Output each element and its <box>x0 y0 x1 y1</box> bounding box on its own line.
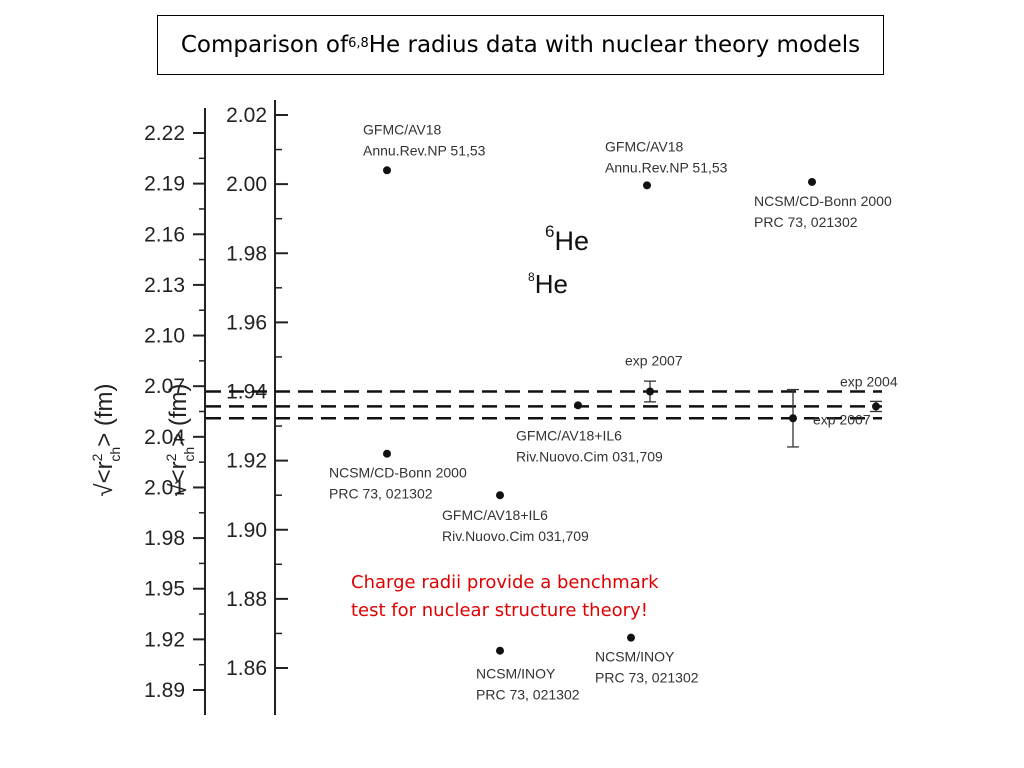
outer-y-axis-label-sub: ch <box>107 447 123 462</box>
outer-tick-label: 2.16 <box>144 223 185 246</box>
point-label-line-1: NCSM/CD-Bonn 2000 <box>754 193 892 209</box>
inner-tick-label: 1.98 <box>226 242 267 265</box>
outer-tick-label: 2.22 <box>144 122 185 145</box>
point-label-line-2: Annu.Rev.NP 51,53 <box>605 159 728 175</box>
title-suffix: He radius data with nuclear theory model… <box>368 32 861 58</box>
point-label-line-2: PRC 73, 021302 <box>329 486 433 502</box>
he8-symbol: He <box>535 269 568 299</box>
inner-y-axis-label-sub: ch <box>181 447 197 462</box>
inner-tick-label: 1.86 <box>226 657 267 680</box>
note-line-2: test for nuclear structure theory! <box>351 600 648 621</box>
reference-lines <box>206 390 882 420</box>
inner-y-axis-label-sup: 2 <box>163 453 179 461</box>
outer-y-axis-label-sup: 2 <box>89 453 105 461</box>
note-line-1: Charge radii provide a benchmark <box>351 572 659 593</box>
axes-group: 2.22 2.19 2.16 2.13 2.10 2.07 2.04 2.01 1.98 1.95… <box>89 100 288 715</box>
outer-y-axis-label-end: > (fm) <box>91 383 118 446</box>
he6-symbol: He <box>554 226 589 256</box>
outer-tick-label: 2.10 <box>144 325 185 348</box>
point-label-line-1: NCSM/CD-Bonn 2000 <box>329 465 467 481</box>
inner-y-axis-label-end: > (fm) <box>165 383 192 446</box>
slide-title: Comparison of 6,8 He radius data with nuc… <box>157 15 884 75</box>
outer-tick-label: 2.13 <box>144 274 185 297</box>
inner-tick-label: 2.00 <box>226 173 267 196</box>
title-superscript: 6,8 <box>348 35 369 51</box>
outer-tick-label: 2.19 <box>144 173 185 196</box>
point-label-line-1: GFMC/AV18+IL6 <box>516 427 622 443</box>
inner-tick-label: 1.90 <box>226 519 267 542</box>
he8-mass: 8 <box>528 270 535 284</box>
outer-tick-label: 2.07 <box>144 375 185 398</box>
data-point <box>496 491 504 500</box>
point-label-line-2: PRC 73, 021302 <box>754 214 858 230</box>
inner-y-axis-label: √<r2 ch> (fm) <box>163 383 197 496</box>
outer-y-axis-label: √<r2 ch> (fm) <box>89 383 123 496</box>
point-label-line-2: PRC 73, 021302 <box>476 687 580 703</box>
data-point <box>496 646 504 655</box>
title-prefix: Comparison of <box>180 32 349 58</box>
outer-tick-label: 2.04 <box>144 426 185 449</box>
point-label-line-1: NCSM/INOY <box>595 649 675 665</box>
point-label-line-2: Riv.Nuovo.Cim 031,709 <box>442 528 589 544</box>
point-label-line-1: exp 2007 <box>625 353 683 369</box>
point-label-line-1: GFMC/AV18+IL6 <box>442 507 548 523</box>
data-point <box>383 449 391 458</box>
point-label-line-1: GFMC/AV18 <box>605 138 684 154</box>
data-point <box>627 633 635 642</box>
point-label-line-1: NCSM/INOY <box>476 666 556 682</box>
outer-tick-label: 1.95 <box>144 578 185 601</box>
inner-tick-label: 1.92 <box>226 450 267 473</box>
he8-label: 8He <box>528 269 568 299</box>
point-label-line-1: exp 2007 <box>813 411 871 427</box>
data-point <box>789 414 797 423</box>
outer-tick-label: 2.01 <box>144 476 185 499</box>
point-label-line-1: GFMC/AV18 <box>363 121 442 137</box>
outer-y-axis-label-base: √<r <box>91 461 118 496</box>
data-points <box>383 166 882 655</box>
inner-tick-label: 2.02 <box>226 104 267 127</box>
data-point <box>872 402 880 411</box>
outer-tick-label: 1.92 <box>144 628 185 651</box>
inner-tick-label: 1.94 <box>226 381 267 404</box>
data-point <box>574 401 582 410</box>
point-label-line-2: Riv.Nuovo.Cim 031,709 <box>516 448 663 464</box>
point-label-line-1: exp 2004 <box>840 373 898 389</box>
data-point <box>643 181 651 190</box>
data-point <box>646 387 654 396</box>
point-labels: GFMC/AV18 Annu.Rev.NP 51,53 NCSM/CD-Bonn 2… <box>329 121 898 702</box>
he6-label: 6He <box>545 222 589 256</box>
outer-tick-label: 1.98 <box>144 527 185 550</box>
inner-y-axis-label-base: √<r <box>165 461 192 496</box>
inner-tick-label: 1.96 <box>226 311 267 334</box>
he6-mass: 6 <box>545 222 554 241</box>
data-point <box>383 166 391 175</box>
point-label-line-2: Annu.Rev.NP 51,53 <box>363 142 486 158</box>
data-point <box>808 177 816 186</box>
outer-tick-label: 1.89 <box>144 679 185 702</box>
inner-tick-label: 1.88 <box>226 588 267 611</box>
point-label-line-2: PRC 73, 021302 <box>595 670 699 686</box>
